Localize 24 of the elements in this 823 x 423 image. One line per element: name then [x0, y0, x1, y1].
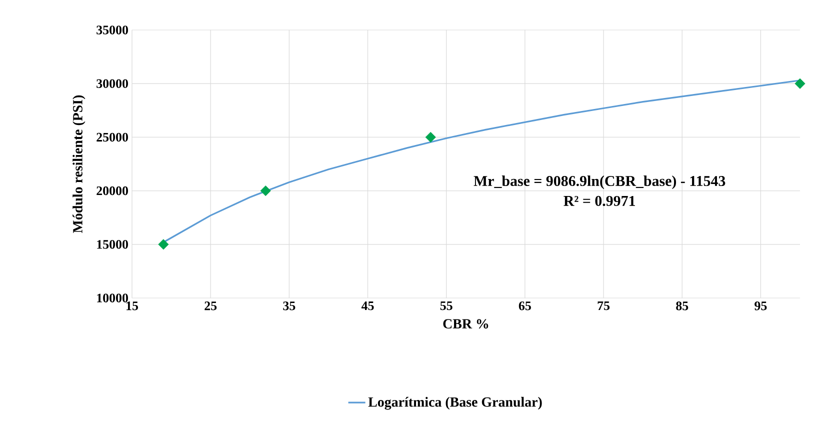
x-tick-label: 85 [676, 302, 688, 310]
x-tick-label: 65 [518, 302, 531, 310]
legend-label: Logarítmica (Base Granular) [368, 396, 542, 410]
point [158, 239, 169, 250]
y-tick-label: 20000 [96, 186, 128, 196]
x-tick-label: 75 [598, 302, 610, 310]
point [794, 78, 806, 89]
point [425, 132, 436, 142]
x-tick-label: 15 [126, 302, 138, 310]
y-tick-label: 25000 [96, 132, 128, 142]
x-tick-label: 95 [754, 302, 767, 310]
annotation: Mr_base = 9086.9ln(CBR_base) - 11543 [474, 176, 726, 190]
x-tick-label: 35 [283, 302, 296, 310]
y-tick-label: 30000 [96, 79, 128, 88]
y-axis-title: Módulo resiliente (PSI) [72, 95, 86, 233]
y-tick-label: 35000 [96, 26, 128, 34]
x-tick-label: 45 [361, 302, 374, 310]
y-tick-label: 15000 [97, 240, 128, 249]
x-axis-title: CBR % [443, 319, 488, 329]
y-tick-label: 10000 [97, 294, 128, 302]
point [260, 186, 271, 196]
x-tick-label: 25 [204, 302, 217, 310]
x-tick-label: 55 [440, 302, 452, 310]
annotation: R² = 0.9971 [564, 196, 635, 206]
